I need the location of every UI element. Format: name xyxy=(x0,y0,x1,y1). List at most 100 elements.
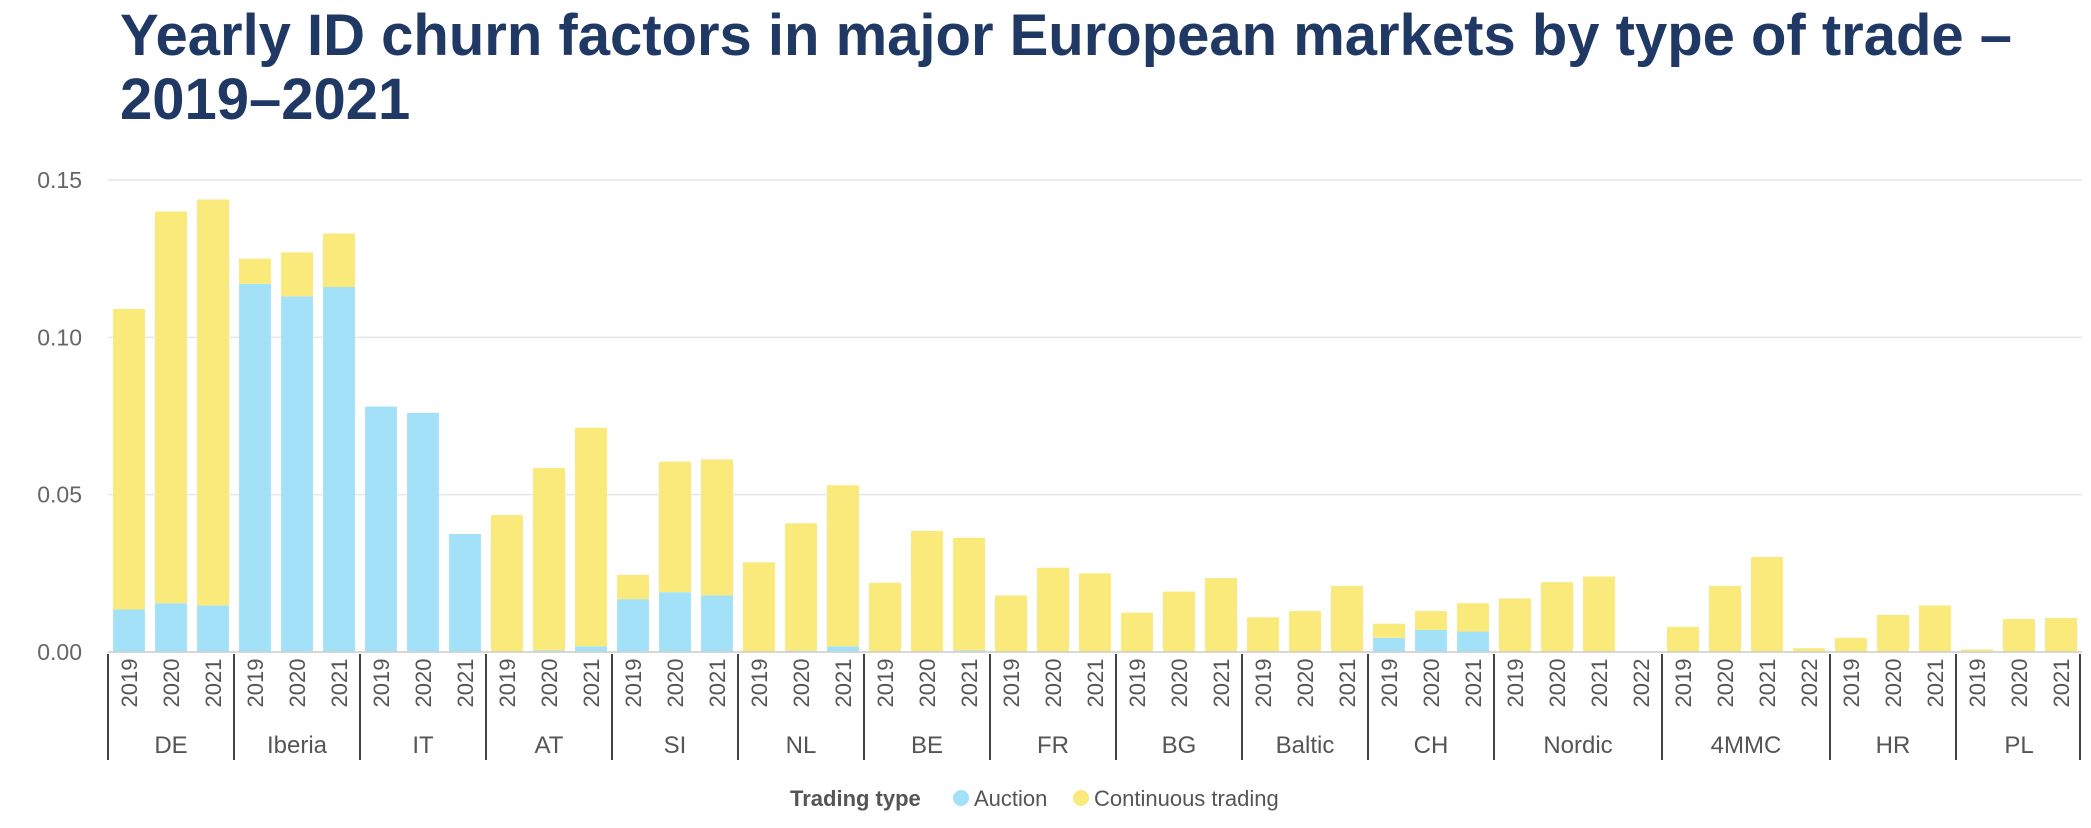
bar-continuous-trading xyxy=(827,485,859,647)
x-tick-label: 2021 xyxy=(1923,659,1948,708)
x-tick-label: 2020 xyxy=(285,659,310,708)
x-axis: 2019 2020 2021 DE 2019 2020 2021 Iberia 2019 2020… xyxy=(107,651,2082,760)
x-tick-label: 2021 xyxy=(1587,659,1612,708)
x-tick-label: 2019 xyxy=(1125,659,1150,708)
group-label: Iberia xyxy=(267,732,328,759)
bar-auction xyxy=(1457,631,1489,652)
bar-continuous-trading xyxy=(2003,618,2035,652)
x-tick-label: 2019 xyxy=(999,659,1024,708)
x-tick-label: 2019 xyxy=(873,659,898,708)
bar-auction xyxy=(701,595,733,652)
bar-continuous-trading xyxy=(995,595,1027,652)
y-tick-label: 0.15 xyxy=(37,167,82,193)
x-tick-label: 2019 xyxy=(495,659,520,708)
bar-continuous-trading xyxy=(1541,582,1573,652)
group-label: Nordic xyxy=(1543,732,1612,759)
bar-auction xyxy=(113,609,145,652)
bar-continuous-trading xyxy=(953,537,985,651)
bar-continuous-trading xyxy=(1457,603,1489,632)
bar-auction xyxy=(617,599,649,652)
bar-auction xyxy=(827,646,859,652)
bar-continuous-trading xyxy=(1499,598,1531,652)
group-label: NL xyxy=(786,732,817,759)
bar-continuous-trading xyxy=(155,211,187,604)
legend-marker-auction xyxy=(953,790,969,806)
x-tick-label: 2021 xyxy=(705,659,730,708)
x-tick-label: 2019 xyxy=(1671,659,1696,708)
x-tick-label: 2020 xyxy=(411,659,436,708)
x-tick-label: 2019 xyxy=(1965,659,1990,708)
y-axis-ticks: 0.00 0.05 0.10 0.15 xyxy=(37,167,82,665)
bar-continuous-trading xyxy=(1709,585,1741,652)
x-tick-label: 2020 xyxy=(1881,659,1906,708)
x-tick-label: 2021 xyxy=(1461,659,1486,708)
bar-continuous-trading xyxy=(1289,611,1321,652)
x-tick-label: 2020 xyxy=(789,659,814,708)
x-tick-label: 2021 xyxy=(579,659,604,708)
x-tick-label: 2020 xyxy=(1167,659,1192,708)
bar-continuous-trading xyxy=(1205,578,1237,652)
group-label: Baltic xyxy=(1276,732,1335,759)
x-tick-label: 2021 xyxy=(1209,659,1234,708)
bar-continuous-trading xyxy=(1163,591,1195,652)
bar-continuous-trading xyxy=(323,233,355,287)
y-tick-label: 0.10 xyxy=(37,324,82,350)
bar-continuous-trading xyxy=(1583,576,1615,652)
bar-auction xyxy=(449,534,481,652)
x-tick-label: 2022 xyxy=(1797,659,1822,708)
bar-continuous-trading xyxy=(869,582,901,652)
x-tick-label: 2021 xyxy=(1335,659,1360,708)
bar-continuous-trading xyxy=(1415,611,1447,630)
x-tick-label: 2019 xyxy=(621,659,646,708)
legend-marker-continuous-trading xyxy=(1073,790,1089,806)
bar-auction xyxy=(323,286,355,652)
chart-title: Yearly ID churn factors in major Europea… xyxy=(120,3,2013,132)
x-tick-label: 2022 xyxy=(1629,659,1654,708)
x-tick-label: 2021 xyxy=(327,659,352,708)
x-tick-label: 2019 xyxy=(1503,659,1528,708)
bar-continuous-trading xyxy=(239,258,271,284)
x-tick-label: 2020 xyxy=(1293,659,1318,708)
x-tick-label: 2021 xyxy=(957,659,982,708)
bar-continuous-trading xyxy=(911,530,943,652)
x-tick-label: 2019 xyxy=(369,659,394,708)
bar-auction xyxy=(239,283,271,652)
x-tick-label: 2019 xyxy=(747,659,772,708)
legend-title: Trading type xyxy=(790,786,921,811)
x-tick-label: 2021 xyxy=(831,659,856,708)
bar-continuous-trading xyxy=(1667,626,1699,652)
group-label: PL xyxy=(2004,732,2033,759)
x-tick-label: 2020 xyxy=(915,659,940,708)
bar-auction xyxy=(365,406,397,652)
bar-continuous-trading xyxy=(1793,648,1825,652)
x-tick-label: 2019 xyxy=(243,659,268,708)
bar-continuous-trading xyxy=(701,459,733,596)
bar-auction xyxy=(407,412,439,652)
x-tick-label: 2020 xyxy=(1545,659,1570,708)
bar-continuous-trading xyxy=(785,523,817,651)
group-label: IT xyxy=(412,732,434,759)
bar-continuous-trading xyxy=(533,467,565,651)
bar-auction xyxy=(953,650,985,652)
group-label: SI xyxy=(664,732,687,759)
group-label: BE xyxy=(911,732,943,759)
group-label: FR xyxy=(1037,732,1069,759)
bar-continuous-trading xyxy=(1877,614,1909,652)
bar-auction xyxy=(155,603,187,652)
bar-continuous-trading xyxy=(1373,623,1405,638)
x-tick-label: 2021 xyxy=(2049,659,2074,708)
bar-auction xyxy=(281,296,313,652)
y-tick-label: 0.00 xyxy=(37,639,82,665)
x-tick-label: 2021 xyxy=(201,659,226,708)
group-label: BG xyxy=(1162,732,1197,759)
bar-continuous-trading xyxy=(659,461,691,593)
x-tick-label: 2020 xyxy=(537,659,562,708)
bar-continuous-trading xyxy=(1751,556,1783,652)
bar-continuous-trading xyxy=(1121,612,1153,652)
bar-auction xyxy=(1415,629,1447,652)
y-tick-label: 0.05 xyxy=(37,482,82,508)
bar-auction xyxy=(197,605,229,652)
x-tick-label: 2020 xyxy=(1041,659,1066,708)
bar-continuous-trading xyxy=(2045,618,2077,652)
